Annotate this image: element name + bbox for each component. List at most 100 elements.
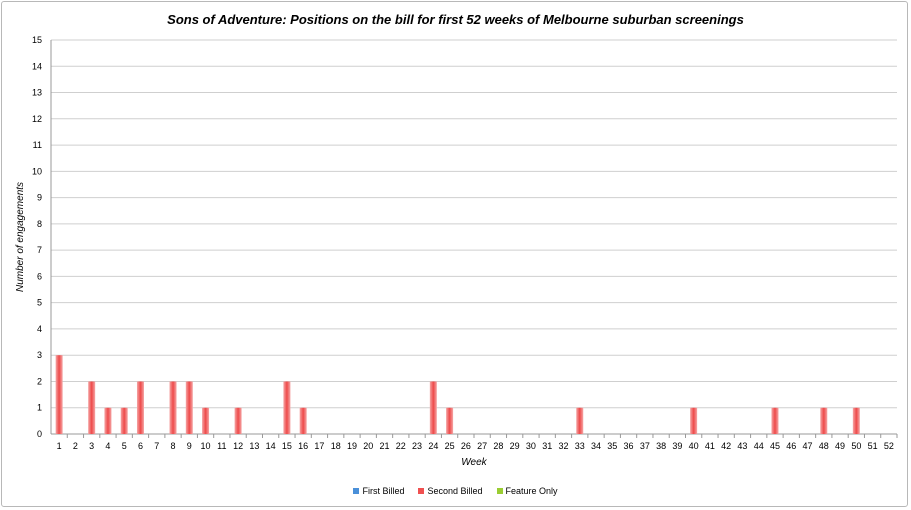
- x-tick-label: 1: [57, 441, 62, 451]
- x-tick-label: 3: [89, 441, 94, 451]
- y-tick-label: 10: [32, 166, 42, 176]
- bar: [120, 407, 128, 434]
- x-tick-label: 51: [868, 441, 878, 451]
- x-tick-label: 36: [624, 441, 634, 451]
- x-tick-label: 22: [396, 441, 406, 451]
- x-tick-label: 32: [558, 441, 568, 451]
- x-tick-label: 23: [412, 441, 422, 451]
- legend-item: First Billed: [353, 486, 404, 496]
- bar: [771, 407, 779, 434]
- x-tick-label: 19: [347, 441, 357, 451]
- x-tick-label: 30: [526, 441, 536, 451]
- x-tick-label: 48: [819, 441, 829, 451]
- bar: [446, 407, 454, 434]
- x-tick-label: 38: [656, 441, 666, 451]
- x-tick-label: 21: [380, 441, 390, 451]
- x-tick-label: 35: [607, 441, 617, 451]
- y-tick-label: 1: [37, 403, 42, 413]
- x-tick-label: 39: [672, 441, 682, 451]
- bar: [55, 355, 63, 434]
- y-tick-label: 5: [37, 298, 42, 308]
- x-tick-label: 17: [314, 441, 324, 451]
- x-tick-label: 26: [461, 441, 471, 451]
- legend-item: Second Billed: [418, 486, 483, 496]
- y-tick-label: 4: [37, 324, 42, 334]
- bar: [234, 407, 242, 434]
- y-tick-label: 9: [37, 193, 42, 203]
- x-tick-label: 12: [233, 441, 243, 451]
- y-tick-label: 6: [37, 271, 42, 281]
- x-tick-label: 33: [575, 441, 585, 451]
- legend-swatch: [353, 488, 360, 494]
- x-axis-title: Week: [461, 457, 487, 468]
- bar: [88, 381, 96, 434]
- x-tick-label: 42: [721, 441, 731, 451]
- x-tick-label: 18: [331, 441, 341, 451]
- y-axis-title: Number of engagements: [15, 182, 26, 292]
- x-tick-label: 4: [105, 441, 110, 451]
- legend-swatch: [418, 488, 425, 494]
- y-tick-label: 11: [33, 140, 42, 150]
- x-tick-label: 24: [428, 441, 438, 451]
- x-tick-label: 2: [73, 441, 78, 451]
- bar: [429, 381, 437, 434]
- x-tick-label: 41: [705, 441, 715, 451]
- legend-item: Feature Only: [496, 486, 558, 496]
- x-tick-label: 34: [591, 441, 601, 451]
- x-tick-label: 7: [154, 441, 159, 451]
- legend-label: First Billed: [362, 486, 405, 496]
- y-tick-label: 12: [32, 114, 42, 124]
- y-tick-label: 2: [37, 376, 42, 386]
- bar: [185, 381, 193, 434]
- x-tick-label: 28: [493, 441, 503, 451]
- x-tick-label: 37: [640, 441, 650, 451]
- y-tick-label: 8: [37, 219, 42, 229]
- bar: [820, 407, 828, 434]
- x-tick-label: 45: [770, 441, 780, 451]
- chart-legend: First Billed Second Billed Feature Only: [0, 486, 911, 496]
- x-tick-label: 52: [884, 441, 894, 451]
- bar: [299, 407, 307, 434]
- x-tick-label: 10: [201, 441, 211, 451]
- bar: [690, 407, 698, 434]
- x-tick-label: 44: [754, 441, 764, 451]
- x-tick-label: 43: [737, 441, 747, 451]
- chart-title: Sons of Adventure: Positions on the bill…: [167, 12, 744, 27]
- x-tick-label: 14: [266, 441, 276, 451]
- x-tick-label: 29: [510, 441, 520, 451]
- y-tick-label: 3: [37, 350, 42, 360]
- x-tick-label: 31: [542, 441, 552, 451]
- x-tick-label: 15: [282, 441, 292, 451]
- bar: [169, 381, 177, 434]
- y-tick-label: 15: [32, 35, 42, 45]
- x-tick-label: 40: [689, 441, 699, 451]
- x-tick-label: 49: [835, 441, 845, 451]
- x-tick-label: 50: [851, 441, 861, 451]
- x-tick-label: 8: [171, 441, 176, 451]
- y-tick-label: 14: [32, 61, 42, 71]
- y-tick-label: 0: [37, 429, 42, 439]
- x-tick-label: 46: [786, 441, 796, 451]
- bar: [576, 407, 584, 434]
- x-tick-label: 16: [298, 441, 308, 451]
- bar: [852, 407, 860, 434]
- x-tick-label: 9: [187, 441, 192, 451]
- bar: [104, 407, 112, 434]
- bar: [202, 407, 210, 434]
- bar: [136, 381, 144, 434]
- legend-label: Second Billed: [427, 486, 483, 496]
- x-tick-label: 47: [803, 441, 813, 451]
- x-tick-label: 11: [217, 441, 226, 451]
- x-tick-label: 25: [445, 441, 455, 451]
- x-tick-label: 20: [363, 441, 373, 451]
- bar: [283, 381, 291, 434]
- x-tick-label: 5: [122, 441, 127, 451]
- y-tick-label: 7: [37, 245, 42, 255]
- x-tick-label: 13: [249, 441, 259, 451]
- x-tick-label: 27: [477, 441, 487, 451]
- y-tick-label: 13: [32, 88, 42, 98]
- legend-label: Feature Only: [505, 486, 558, 496]
- x-tick-label: 6: [138, 441, 143, 451]
